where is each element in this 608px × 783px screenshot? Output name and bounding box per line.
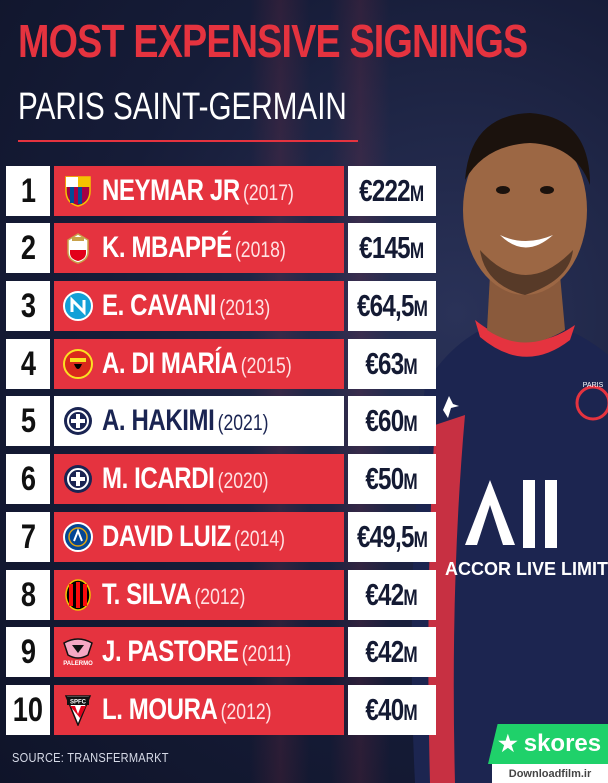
- player-name: A. DI MARÍA: [102, 347, 238, 380]
- list-item: 4 A. DI MARÍA (2015) €63M: [6, 339, 436, 389]
- player-photo: PARIS ACCOR LIVE LIMIT: [411, 113, 608, 783]
- sao-paulo-crest-icon: SPFC: [62, 694, 94, 726]
- fee-unit: M: [403, 642, 419, 667]
- source-credit: SOURCE: TRANSFERMARKT: [12, 750, 169, 765]
- signing-year: (2013): [219, 295, 271, 320]
- signing-year: (2017): [242, 180, 294, 205]
- rank-number: 4: [20, 344, 36, 383]
- player-name: T. SILVA: [102, 578, 192, 611]
- transfer-fee: €63: [365, 346, 405, 381]
- transfer-fee: €42: [365, 577, 405, 612]
- list-item: 6 M. ICARDI (2020) €50M: [6, 454, 436, 504]
- star-icon: ★: [498, 731, 518, 756]
- fee-unit: M: [410, 238, 425, 263]
- transfer-fee: €145: [359, 230, 411, 265]
- player-name: J. PASTORE: [102, 635, 239, 668]
- signing-year: (2018): [234, 237, 286, 262]
- fee-unit: M: [403, 700, 419, 725]
- player-name: M. ICARDI: [102, 462, 215, 495]
- page-title: MOST EXPENSIVE SIGNINGS: [18, 15, 528, 67]
- rank-number: 1: [20, 171, 36, 210]
- chelsea-crest-icon: [62, 521, 94, 553]
- barcelona-crest-icon: [62, 175, 94, 207]
- list-item: 7 DAVID LUIZ (2014) €49,5M: [6, 512, 436, 562]
- player-name: DAVID LUIZ: [102, 520, 231, 553]
- transfer-fee: €64,5: [356, 288, 414, 323]
- list-item: 3 E. CAVANI (2013) €64,5M: [6, 281, 436, 331]
- page-subtitle: PARIS SAINT-GERMAIN: [18, 86, 347, 128]
- rank-number: 3: [20, 286, 36, 325]
- signing-year: (2015): [240, 353, 292, 378]
- transfer-fee: €60: [365, 403, 405, 438]
- sao-paulo-crest-text: SPFC: [70, 700, 87, 706]
- palermo-crest-icon: PALERMO: [62, 636, 94, 668]
- signing-year: (2021): [217, 410, 269, 435]
- fee-unit: M: [403, 354, 419, 379]
- player-name: K. MBAPPÉ: [102, 231, 232, 264]
- transfer-fee: €50: [365, 461, 405, 496]
- rank-number: 10: [12, 690, 44, 729]
- fee-unit: M: [413, 296, 428, 321]
- transfer-fee: €49,5: [356, 519, 414, 554]
- rank-number: 5: [20, 401, 36, 440]
- inter-crest-icon: [62, 463, 94, 495]
- list-item: 5 A. HAKIMI (2021) €60M: [6, 396, 436, 446]
- transfer-fee: €222: [359, 173, 411, 208]
- inter-crest-icon: [62, 405, 94, 437]
- player-name: L. MOURA: [102, 693, 218, 726]
- list-item: 2 K. MBAPPÉ (2018) €145M: [6, 223, 436, 273]
- napoli-crest-icon: [62, 290, 94, 322]
- monaco-crest-icon: [62, 232, 94, 264]
- signing-year: (2012): [220, 699, 272, 724]
- fee-unit: M: [410, 181, 425, 206]
- signing-year: (2014): [234, 526, 285, 551]
- jersey-sponsor: ACCOR LIVE LIMIT: [445, 559, 608, 579]
- list-item: 8 T. SILVA (2012) €42M: [6, 570, 436, 620]
- rank-number: 9: [20, 632, 36, 671]
- palermo-crest-text: PALERMO: [63, 661, 93, 667]
- ac-milan-crest-icon: [62, 579, 94, 611]
- player-name: E. CAVANI: [102, 289, 217, 322]
- rank-number: 2: [20, 228, 36, 267]
- watermark: Downloadfilm.ir: [492, 764, 608, 783]
- jersey-crest-text: PARIS: [583, 382, 604, 389]
- rank-number: 8: [20, 575, 36, 614]
- manchester-united-crest-icon: [62, 348, 94, 380]
- rank-number: 6: [20, 459, 36, 498]
- player-name: NEYMAR JR: [102, 174, 240, 207]
- transfer-fee: €42: [365, 634, 405, 669]
- brand-badge[interactable]: ★ skores: [488, 724, 608, 764]
- fee-unit: M: [403, 585, 419, 610]
- signing-year: (2020): [217, 468, 269, 493]
- title-divider: [18, 140, 358, 142]
- rank-number: 7: [20, 517, 36, 556]
- signing-year: (2011): [241, 641, 292, 666]
- fee-unit: M: [403, 411, 419, 436]
- brand-name: skores: [523, 730, 602, 757]
- fee-unit: M: [403, 469, 419, 494]
- transfer-fee: €40: [365, 692, 405, 727]
- signing-year: (2012): [194, 584, 246, 609]
- list-item: 10 SPFC L. MOURA (2012) €40M: [6, 685, 436, 735]
- fee-unit: M: [413, 527, 428, 552]
- list-item: 1 NEYMAR JR (2017) €222M: [6, 166, 436, 216]
- list-item: 9 PALERMO J. PASTORE (2011) €42M: [6, 627, 436, 677]
- player-name: A. HAKIMI: [102, 404, 215, 437]
